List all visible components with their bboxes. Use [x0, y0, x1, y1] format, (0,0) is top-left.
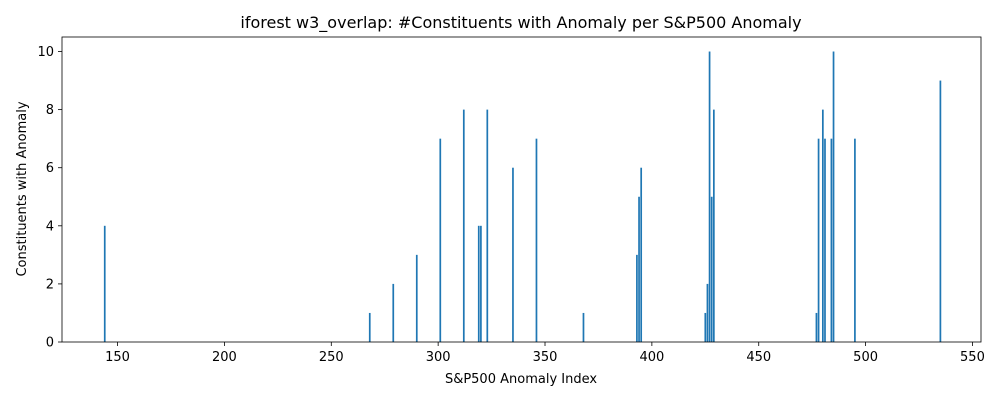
- bar: [638, 196, 640, 342]
- x-axis-ticks: 150 200 250 300 350 400 450 500 550: [105, 342, 985, 365]
- bar: [368, 312, 371, 342]
- x-tick-label: 250: [319, 350, 344, 365]
- x-tick-label: 350: [533, 350, 558, 365]
- bar: [854, 138, 856, 342]
- x-tick-label: 550: [960, 350, 985, 365]
- bar: [477, 225, 480, 342]
- y-axis-label: Constituents with Anomaly: [15, 101, 30, 276]
- y-tick-label: 2: [46, 277, 54, 292]
- bar: [821, 109, 824, 343]
- bar: [640, 167, 643, 342]
- bar: [636, 254, 638, 342]
- bar: [708, 51, 711, 343]
- bar: [415, 254, 418, 342]
- bar: [815, 312, 818, 342]
- bar: [817, 138, 820, 342]
- bar: [830, 138, 833, 342]
- y-tick-label: 4: [46, 219, 54, 234]
- y-tick-label: 8: [46, 103, 54, 118]
- y-tick-label: 6: [46, 161, 54, 176]
- bar: [535, 138, 538, 342]
- bar: [832, 51, 835, 343]
- x-tick-label: 500: [853, 350, 878, 365]
- x-tick-label: 300: [426, 350, 451, 365]
- bar: [706, 283, 709, 342]
- bar: [939, 80, 942, 342]
- bar: [103, 225, 106, 342]
- x-tick-label: 400: [639, 350, 664, 365]
- bars-group: [103, 51, 942, 343]
- plot-frame: [61, 36, 982, 343]
- bar: [439, 138, 442, 342]
- x-tick-label: 150: [105, 350, 130, 365]
- x-tick-label: 200: [212, 350, 237, 365]
- bar: [486, 109, 489, 343]
- bar: [704, 312, 707, 342]
- x-tick-label: 450: [746, 350, 771, 365]
- bar: [710, 196, 713, 342]
- y-tick-label: 0: [46, 336, 54, 351]
- bar: [480, 225, 482, 342]
- bar: [512, 167, 514, 342]
- x-axis-label: S&P500 Anomaly Index: [445, 372, 597, 387]
- chart-title: iforest w3_overlap: #Constituents with A…: [240, 13, 801, 33]
- bar: [712, 109, 715, 343]
- bar: [824, 138, 826, 342]
- bar: [462, 109, 465, 343]
- y-axis-ticks: 0 2 4 6 8 10: [37, 45, 62, 351]
- bar: [392, 283, 395, 342]
- y-tick-label: 10: [37, 45, 54, 60]
- bar: [582, 312, 585, 342]
